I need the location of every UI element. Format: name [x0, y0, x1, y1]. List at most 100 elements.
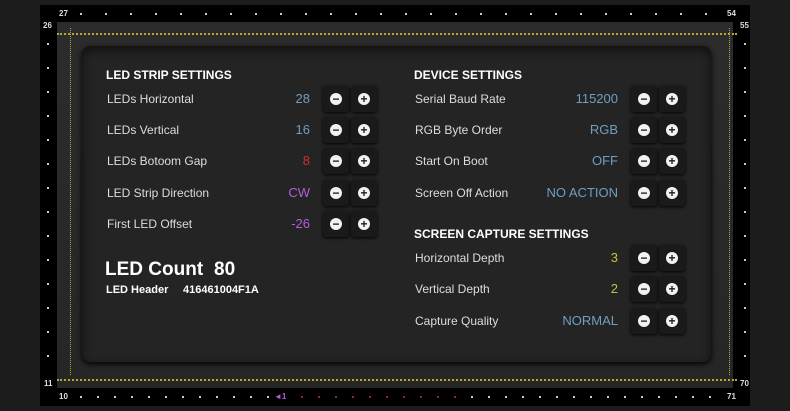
led-index-top-right: 54 — [727, 9, 736, 18]
led-dot — [488, 396, 490, 398]
led-dot — [455, 13, 457, 15]
led-dot — [47, 235, 49, 237]
setting-value: NORMAL — [562, 313, 618, 328]
led-dot — [47, 331, 49, 333]
setting-label: LEDs Vertical — [107, 123, 180, 137]
led-dot — [580, 13, 582, 15]
led-dot — [47, 187, 49, 189]
plus-icon: + — [358, 218, 370, 230]
increment-button[interactable]: + — [351, 211, 377, 237]
decrement-button[interactable]: − — [323, 180, 349, 206]
led-header-value: 416461004F1A — [183, 284, 259, 296]
led-dot — [454, 396, 456, 398]
led-dot — [744, 307, 746, 309]
increment-button[interactable]: + — [351, 148, 377, 174]
led-index-bottom-left: 10 — [59, 392, 68, 401]
led-dot — [47, 211, 49, 213]
led-start-marker: ◄1 — [274, 392, 287, 401]
increment-button[interactable]: + — [659, 117, 685, 143]
led-dot — [148, 396, 150, 398]
led-dot — [335, 396, 337, 398]
setting-value: 3 — [610, 250, 618, 265]
led-dot — [607, 396, 609, 398]
led-dot — [255, 13, 257, 15]
decrement-button[interactable]: − — [323, 86, 349, 112]
led-dot — [97, 396, 99, 398]
decrement-button[interactable]: − — [631, 117, 657, 143]
plus-icon: + — [666, 315, 678, 327]
decrement-button[interactable]: − — [631, 276, 657, 302]
plus-icon: + — [358, 187, 370, 199]
minus-icon: − — [638, 315, 650, 327]
setting-label: Start On Boot — [415, 154, 488, 168]
led-dot — [709, 396, 711, 398]
led-dot — [165, 396, 167, 398]
led-index-right-top: 55 — [740, 21, 749, 30]
guide-line-bottom — [57, 379, 737, 381]
led-dot — [744, 43, 746, 45]
led-dot — [480, 13, 482, 15]
led-dot — [301, 396, 303, 398]
led-dot — [182, 396, 184, 398]
led-count-value: 80 — [214, 259, 236, 280]
led-dot — [744, 355, 746, 357]
led-index-bottom-right: 71 — [727, 392, 736, 401]
increment-button[interactable]: + — [351, 117, 377, 143]
increment-button[interactable]: + — [659, 180, 685, 206]
increment-button[interactable]: + — [351, 86, 377, 112]
setting-label: Screen Off Action — [415, 186, 509, 200]
led-dot — [352, 396, 354, 398]
led-dot — [80, 396, 82, 398]
led-dot — [318, 396, 320, 398]
increment-button[interactable]: + — [659, 86, 685, 112]
led-dot — [47, 91, 49, 93]
increment-button[interactable]: + — [659, 308, 685, 334]
led-dot — [180, 13, 182, 15]
decrement-button[interactable]: − — [631, 180, 657, 206]
decrement-button[interactable]: − — [631, 308, 657, 334]
increment-button[interactable]: + — [659, 148, 685, 174]
led-dot — [744, 163, 746, 165]
minus-icon: − — [638, 283, 650, 295]
setting-value: 115200 — [575, 91, 618, 106]
led-dot — [199, 396, 201, 398]
led-dot — [420, 396, 422, 398]
led-dot — [80, 13, 82, 15]
decrement-button[interactable]: − — [631, 245, 657, 271]
decrement-button[interactable]: − — [631, 148, 657, 174]
led-dot — [705, 13, 707, 15]
led-dot — [405, 13, 407, 15]
led-dot — [555, 13, 557, 15]
plus-icon: + — [666, 155, 678, 167]
decrement-button[interactable]: − — [323, 117, 349, 143]
led-dot — [675, 396, 677, 398]
led-dot — [641, 396, 643, 398]
increment-button[interactable]: + — [351, 180, 377, 206]
led-dot — [47, 115, 49, 117]
led-dot — [505, 13, 507, 15]
led-dot — [131, 396, 133, 398]
plus-icon: + — [358, 93, 370, 105]
increment-button[interactable]: + — [659, 276, 685, 302]
led-dot — [630, 13, 632, 15]
led-dot — [744, 283, 746, 285]
led-header-label: LED Header — [106, 284, 169, 296]
setting-value: -26 — [291, 216, 310, 231]
decrement-button[interactable]: − — [323, 211, 349, 237]
setting-label: Capture Quality — [415, 314, 499, 328]
led-dot — [47, 259, 49, 261]
plus-icon: + — [358, 155, 370, 167]
plus-icon: + — [666, 187, 678, 199]
led-dot — [655, 13, 657, 15]
decrement-button[interactable]: − — [631, 86, 657, 112]
setting-value: 16 — [295, 122, 310, 137]
led-dot — [355, 13, 357, 15]
led-index-left-top: 26 — [43, 21, 52, 30]
increment-button[interactable]: + — [659, 245, 685, 271]
setting-value: 8 — [302, 153, 310, 168]
decrement-button[interactable]: − — [323, 148, 349, 174]
led-dot — [744, 187, 746, 189]
settings-panel — [82, 46, 711, 362]
setting-value: OFF — [592, 153, 618, 168]
minus-icon: − — [638, 124, 650, 136]
